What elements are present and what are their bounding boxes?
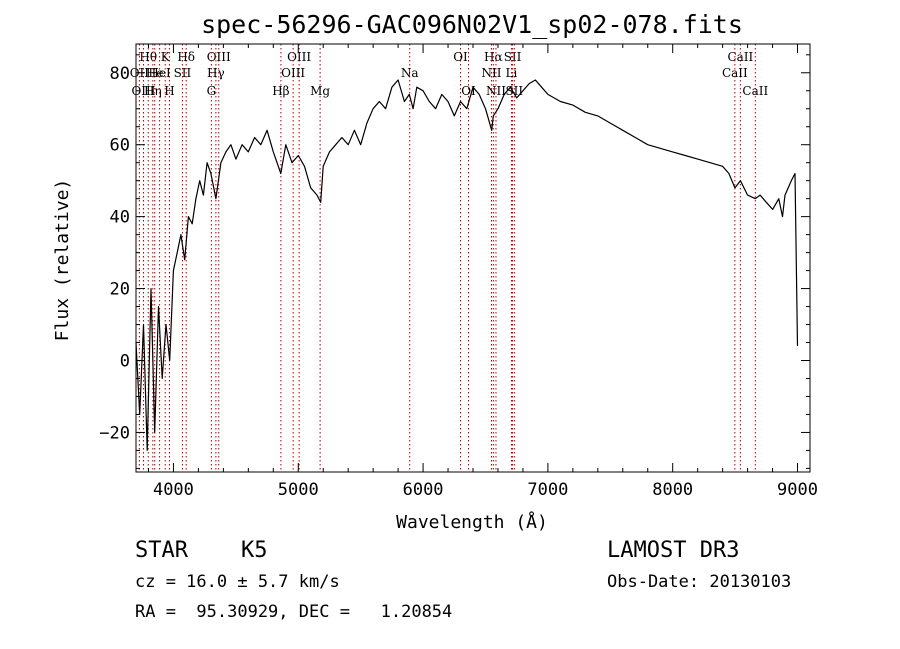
line-marker-label-12: G xyxy=(207,84,217,98)
line-marker-label-8: Hδ xyxy=(177,50,195,64)
spectrum-series xyxy=(135,79,799,451)
line-marker-label-20: Hα xyxy=(484,50,503,64)
line-marker-label-10: OIII xyxy=(207,50,231,64)
x-tick-label-5: 9000 xyxy=(777,480,818,500)
x-axis-label: Wavelength (Å) xyxy=(396,511,548,533)
line-marker-label-19: OI xyxy=(461,84,476,98)
x-tick-label-1: 5000 xyxy=(278,480,319,500)
object-class: STAR xyxy=(135,538,188,563)
observation-date: Obs-Date: 20130103 xyxy=(607,572,792,592)
line-marker-label-24: Li xyxy=(506,66,518,80)
x-tick-label-2: 6000 xyxy=(403,480,444,500)
line-marker-label-23: SII xyxy=(504,50,522,64)
line-marker-label-21: NII xyxy=(481,66,501,80)
line-marker-label-4: Hη xyxy=(144,84,162,98)
plot-frame xyxy=(135,43,811,473)
line-marker-label-26: CaII xyxy=(727,50,753,64)
line-marker-label-2: OIII xyxy=(131,84,155,98)
chart-title: spec-56296-GAC096N02V1_sp02-078.fits xyxy=(201,10,743,39)
line-marker-label-22: NII xyxy=(486,84,506,98)
plot-axes: 4000 5000 6000 7000 8000 9000 −20 0 20 40 60 80 xyxy=(99,43,818,500)
coordinates-line: RA = 95.30929, DEC = 1.20854 xyxy=(135,602,453,622)
y-axis-label: Flux (relative) xyxy=(52,179,73,342)
y-tick-label-4: 60 xyxy=(110,136,130,156)
line-marker-label-25: SII xyxy=(505,84,523,98)
survey-name: LAMOST DR3 xyxy=(607,538,740,563)
line-marker-label-14: OIII xyxy=(287,50,311,64)
line-marker-label-11: Hγ xyxy=(207,66,225,80)
y-tick-label-1: 0 xyxy=(120,352,130,372)
line-marker-label-15: OIII xyxy=(281,66,305,80)
y-tick-label-3: 40 xyxy=(110,208,130,228)
y-tick-label-2: 20 xyxy=(110,280,130,300)
line-marker-label-5: K xyxy=(161,50,171,64)
line-marker-label-18: OI xyxy=(453,50,468,64)
x-tick-label-0: 4000 xyxy=(153,480,194,500)
line-marker-label-6: HeI xyxy=(148,66,171,80)
line-marker-label-27: CaII xyxy=(722,66,748,80)
line-marker-label-17: Na xyxy=(401,66,419,80)
line-marker-label-16: Mg xyxy=(310,84,330,98)
redshift-line: cz = 16.0 ± 5.7 km/s xyxy=(135,572,340,592)
x-tick-label-4: 8000 xyxy=(652,480,693,500)
line-marker-label-7: H xyxy=(164,84,174,98)
line-marker-label-13: Hβ xyxy=(272,84,289,98)
x-tick-label-3: 7000 xyxy=(527,480,568,500)
y-tick-label-5: 80 xyxy=(110,64,130,84)
spectrum-line xyxy=(135,79,799,451)
object-subclass: K5 xyxy=(241,538,268,563)
y-tick-label-0: −20 xyxy=(99,423,130,443)
line-marker-label-28: CaII xyxy=(742,84,768,98)
line-marker-label-9: SII xyxy=(174,66,192,80)
